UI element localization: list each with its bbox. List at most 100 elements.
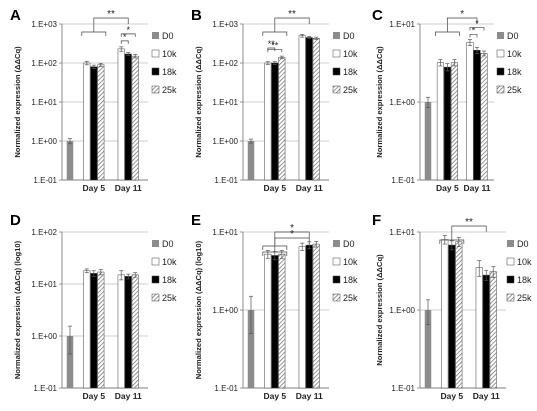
panel-label: F (372, 212, 381, 229)
legend-label-d0: D0 (162, 239, 174, 249)
y-tick-label: 1.E-01 (391, 384, 415, 393)
legend-label-25k: 25k (517, 293, 532, 303)
bar-10k-day-11 (298, 35, 306, 181)
legend-swatch-18k (151, 67, 160, 76)
legend-swatch-10k (332, 49, 341, 58)
bracket-group (81, 31, 107, 36)
bar-25k-day-5 (455, 241, 463, 389)
legend-label-10k: 10k (162, 257, 177, 267)
y-tick-label: 1.E+00 (212, 137, 238, 146)
legend-label-d0: D0 (343, 239, 355, 249)
panel-label: A (10, 7, 21, 24)
legend-swatch-25k (506, 293, 515, 302)
bar-25k-day-11 (480, 53, 488, 181)
legend-label-d0: D0 (162, 31, 174, 41)
x-category-label: Day 5 (436, 183, 459, 193)
y-tick-label: 1.E+02 (31, 228, 57, 237)
bar-18k-day-11 (124, 276, 132, 389)
chart-panel-c: C 1.E-01 1.E+00 1.E+01 Normalized expression… (372, 7, 522, 193)
y-axis-label: Normalized expression (ΔΔCq) (375, 46, 384, 158)
x-category-label: Day 5 (440, 391, 463, 401)
bar-25k-day-5 (450, 62, 458, 181)
significance-marker: ** (107, 9, 115, 20)
bar-d0-day-5 (247, 310, 255, 388)
bar-10k-day-11 (475, 267, 483, 389)
significance-bracket (469, 27, 485, 31)
legend-label-25k: 25k (162, 293, 177, 303)
significance-marker: * (290, 229, 294, 240)
legend-label-10k: 10k (162, 49, 177, 59)
legend-label-d0: D0 (507, 31, 519, 41)
significance-marker: * (460, 9, 464, 20)
chart-panel-f: F 1.E-01 1.E+00 1.E+01 Normalized expression… (372, 212, 532, 401)
legend-swatch-18k (151, 275, 160, 284)
bar-18k-day-5 (271, 62, 279, 181)
chart-panel-a: A 1.E-01 1.E+00 1.E+01 1.E+02 1.E+03 Normalize… (10, 7, 177, 193)
legend-label-18k: 18k (162, 67, 177, 77)
significance-marker: * (472, 25, 476, 35)
legend-label-d0: D0 (517, 239, 529, 249)
legend-label-18k: 18k (162, 275, 177, 285)
bar-18k-day-5 (448, 244, 456, 389)
bar-d0-day-5 (424, 102, 432, 180)
bar-18k-day-11 (124, 53, 132, 181)
legend-label-18k: 18k (343, 67, 358, 77)
y-axis-label: Normalized expression (ΔΔCq) (log10) (194, 240, 203, 379)
bar-18k-day-11 (305, 37, 313, 181)
significance-bracket (267, 47, 276, 51)
y-tick-label: 1.E+01 (212, 98, 238, 107)
y-tick-label: 1.E+00 (31, 137, 57, 146)
bar-25k-day-5 (278, 253, 286, 389)
bar-d0-day-5 (247, 141, 255, 180)
panel-label: C (372, 7, 383, 24)
legend-swatch-10k (332, 257, 341, 266)
legend-label-10k: 10k (343, 257, 358, 267)
legend-label-25k: 25k (343, 85, 358, 95)
bar-10k-day-11 (298, 246, 306, 389)
legend-swatch-10k (151, 49, 160, 58)
bar-10k-day-5 (83, 62, 91, 181)
bar-25k-day-11 (131, 274, 139, 389)
legend-label-10k: 10k (517, 257, 532, 267)
bar-18k-day-5 (271, 255, 279, 389)
x-category-label: Day 11 (296, 183, 323, 193)
chart-panel-e: E 1.E-01 1.E+00 1.E+01 Normalized expression… (191, 212, 358, 401)
bar-10k-day-11 (117, 48, 125, 181)
bar-10k-day-5 (83, 270, 91, 389)
significance-marker: ** (271, 40, 279, 50)
legend-label-d0: D0 (343, 31, 355, 41)
bar-25k-day-5 (97, 271, 105, 389)
legend-label-10k: 10k (343, 49, 358, 59)
bar-d0-day-5 (66, 336, 74, 388)
significance-marker: ** (465, 217, 473, 228)
panel-label: B (191, 7, 202, 24)
x-category-label: Day 11 (464, 183, 491, 193)
legend-label-10k: 10k (507, 49, 522, 59)
y-axis-label: Normalized expression (ΔΔCq) (194, 46, 203, 158)
significance-bracket (447, 17, 478, 32)
bar-10k-day-5 (436, 62, 444, 181)
x-category-label: Day 11 (296, 391, 323, 401)
legend-swatch-18k (332, 275, 341, 284)
bar-d0-day-5 (424, 310, 432, 388)
bar-18k-day-5 (90, 273, 98, 389)
bar-10k-day-5 (441, 239, 449, 389)
x-category-label: Day 11 (473, 391, 500, 401)
x-category-label: Day 5 (263, 183, 286, 193)
y-tick-label: 1.E+00 (389, 98, 415, 107)
y-tick-label: 1.E+00 (212, 306, 238, 315)
bar-d0-day-5 (66, 141, 74, 180)
legend-swatch-25k (151, 293, 160, 302)
significance-bracket (274, 17, 310, 32)
y-tick-label: 1.E+03 (212, 20, 238, 29)
bar-10k-day-5 (264, 253, 272, 389)
chart-panel-b: B 1.E-01 1.E+00 1.E+01 1.E+02 1.E+03 Normalize… (191, 7, 358, 193)
legend-label-18k: 18k (343, 275, 358, 285)
chart-panel-d: D 1.E-01 1.E+00 1.E+01 1.E+02 Normalized expr… (10, 212, 177, 401)
y-axis-label: Normalized expression (ΔΔCq) (375, 254, 384, 366)
y-tick-label: 1.E+01 (389, 20, 415, 29)
y-tick-label: 1.E+02 (31, 59, 57, 68)
bar-25k-day-5 (97, 64, 105, 181)
y-tick-label: 1.E-01 (214, 384, 238, 393)
